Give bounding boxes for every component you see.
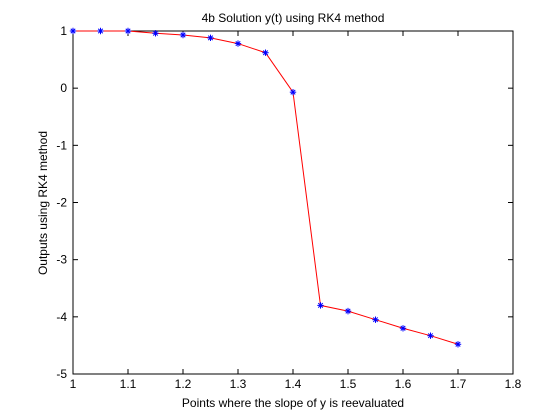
- x-tick-label: 1.7: [450, 377, 467, 391]
- data-point: [152, 30, 159, 37]
- data-point: [399, 325, 407, 332]
- chart-title: 4b Solution y(t) using RK4 method: [202, 11, 385, 25]
- y-tick-label: -3: [56, 253, 67, 267]
- x-tick-label: 1: [70, 377, 77, 391]
- x-tick-label: 1.3: [230, 377, 247, 391]
- data-point: [69, 27, 77, 35]
- ticks: 1 1.1 1.2 1.3 1.4 1.5 1.6 1.7 1.8 1 0 -1 -2 -3 -4 -5: [56, 24, 521, 391]
- x-tick-label: 1.1: [120, 377, 137, 391]
- data-point: [317, 302, 324, 309]
- data-point: [289, 88, 297, 96]
- data-point: [234, 40, 242, 47]
- x-axis-label: Points where the slope of y is reevaluat…: [182, 396, 404, 410]
- x-tick-label: 1.2: [175, 377, 192, 391]
- y-axis-label: Outputs using RK4 method: [36, 131, 50, 275]
- y-tick-label: 1: [60, 24, 67, 38]
- data-point: [427, 332, 434, 339]
- data-point: [207, 34, 214, 42]
- data-point: [372, 316, 379, 323]
- y-tick-label: 0: [60, 81, 67, 95]
- data-point: [344, 307, 352, 315]
- plot-area: [72, 30, 514, 375]
- y-tick-label: -5: [56, 367, 67, 381]
- x-tick-label: 1.4: [285, 377, 302, 391]
- y-tick-label: -1: [56, 138, 67, 152]
- series-group: [69, 27, 462, 348]
- data-point: [97, 27, 104, 35]
- data-point: [262, 49, 269, 56]
- x-tick-label: 1.8: [505, 377, 522, 391]
- data-point: [179, 31, 187, 39]
- data-point: [454, 341, 462, 348]
- x-tick-label: 1.5: [340, 377, 357, 391]
- y-tick-label: -2: [56, 196, 67, 210]
- data-point: [124, 27, 132, 35]
- x-tick-label: 1.6: [395, 377, 412, 391]
- y-tick-label: -4: [56, 310, 67, 324]
